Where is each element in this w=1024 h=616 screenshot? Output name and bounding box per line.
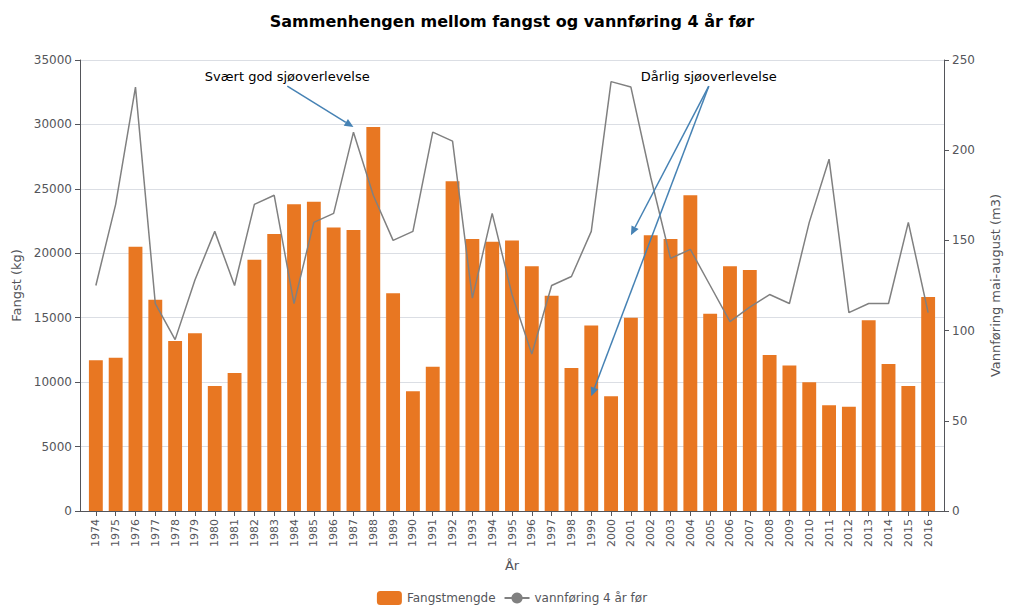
svg-text:1994: 1994 <box>486 519 499 547</box>
svg-text:2014: 2014 <box>882 519 895 547</box>
svg-text:Dårlig sjøoverlevelse: Dårlig sjøoverlevelse <box>641 69 777 84</box>
svg-text:1996: 1996 <box>525 519 538 547</box>
svg-text:2009: 2009 <box>783 519 796 547</box>
svg-text:Sammenhengen mellom fangst og: Sammenhengen mellom fangst og vannføring… <box>270 12 755 31</box>
svg-text:Vannføring mai-august (m3): Vannføring mai-august (m3) <box>988 194 1003 377</box>
svg-text:2012: 2012 <box>842 519 855 547</box>
svg-text:10000: 10000 <box>34 375 72 389</box>
svg-text:2016: 2016 <box>922 519 935 547</box>
svg-text:1984: 1984 <box>288 519 301 547</box>
svg-text:30000: 30000 <box>34 117 72 131</box>
svg-text:1999: 1999 <box>585 519 598 547</box>
svg-text:1976: 1976 <box>129 519 142 547</box>
svg-text:År: År <box>505 558 520 573</box>
svg-text:1980: 1980 <box>208 519 221 547</box>
svg-text:Fangst (kg): Fangst (kg) <box>9 249 24 322</box>
svg-text:2013: 2013 <box>862 519 875 547</box>
svg-text:1985: 1985 <box>307 519 320 547</box>
svg-text:1977: 1977 <box>149 519 162 547</box>
svg-text:2004: 2004 <box>684 519 697 547</box>
svg-text:1993: 1993 <box>466 519 479 547</box>
svg-text:1992: 1992 <box>446 519 459 547</box>
svg-text:200: 200 <box>952 143 975 157</box>
svg-text:2002: 2002 <box>644 519 657 547</box>
svg-text:1997: 1997 <box>545 519 558 547</box>
svg-text:1975: 1975 <box>109 519 122 547</box>
svg-text:Svært god sjøoverlevelse: Svært god sjøoverlevelse <box>205 69 370 84</box>
svg-text:1998: 1998 <box>565 519 578 547</box>
svg-text:20000: 20000 <box>34 246 72 260</box>
svg-text:vannføring 4 år før: vannføring 4 år før <box>535 591 648 605</box>
svg-text:1991: 1991 <box>426 519 439 547</box>
svg-text:2003: 2003 <box>664 519 677 547</box>
svg-text:2000: 2000 <box>605 519 618 547</box>
svg-text:1982: 1982 <box>248 519 261 547</box>
svg-text:5000: 5000 <box>41 440 72 454</box>
svg-text:1974: 1974 <box>89 519 102 547</box>
svg-text:2010: 2010 <box>803 519 816 547</box>
svg-text:2006: 2006 <box>723 519 736 547</box>
svg-text:1987: 1987 <box>347 519 360 547</box>
svg-text:2008: 2008 <box>763 519 776 547</box>
svg-text:2005: 2005 <box>704 519 717 547</box>
svg-text:25000: 25000 <box>34 182 72 196</box>
svg-text:150: 150 <box>952 233 975 247</box>
svg-text:35000: 35000 <box>34 53 72 67</box>
svg-text:1983: 1983 <box>268 519 281 547</box>
svg-text:1990: 1990 <box>406 519 419 547</box>
svg-text:1986: 1986 <box>327 519 340 547</box>
svg-text:0: 0 <box>952 504 960 518</box>
svg-text:100: 100 <box>952 324 975 338</box>
svg-text:1988: 1988 <box>367 519 380 547</box>
svg-text:2007: 2007 <box>743 519 756 547</box>
svg-text:250: 250 <box>952 53 975 67</box>
svg-text:2001: 2001 <box>624 519 637 547</box>
svg-text:1978: 1978 <box>169 519 182 547</box>
svg-text:15000: 15000 <box>34 311 72 325</box>
svg-text:Fangstmengde: Fangstmengde <box>407 591 496 605</box>
svg-text:50: 50 <box>952 414 967 428</box>
svg-text:1981: 1981 <box>228 519 241 547</box>
svg-text:0: 0 <box>64 504 72 518</box>
svg-text:2015: 2015 <box>902 519 915 547</box>
svg-text:1995: 1995 <box>506 519 519 547</box>
svg-text:2011: 2011 <box>823 519 836 547</box>
svg-text:1989: 1989 <box>387 519 400 547</box>
svg-text:1979: 1979 <box>188 519 201 547</box>
